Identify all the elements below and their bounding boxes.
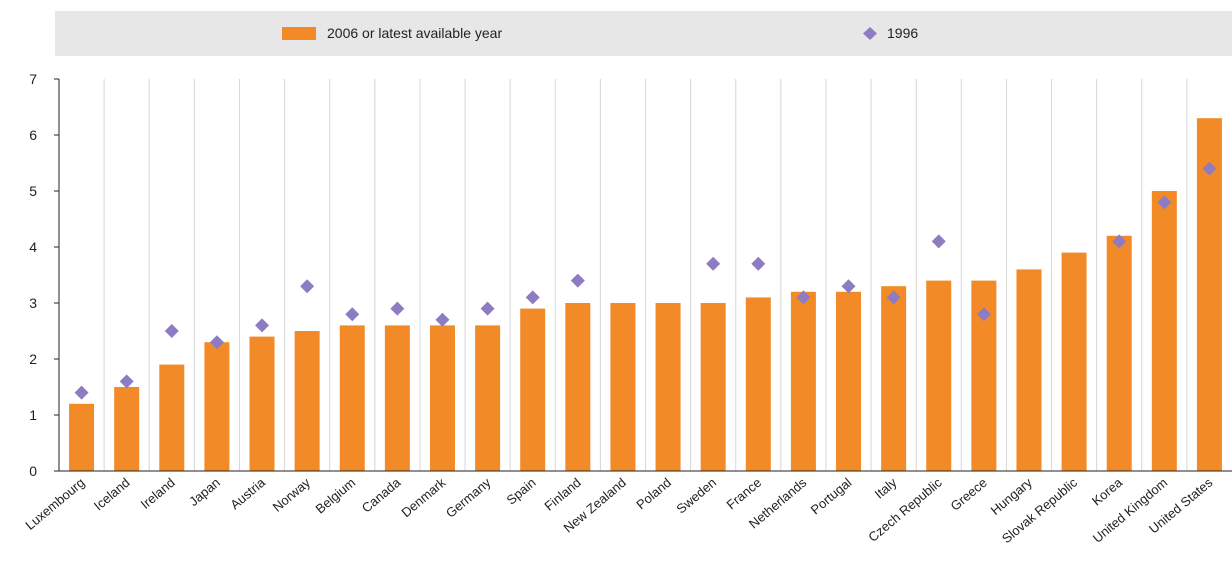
x-tick-label: Belgium bbox=[313, 475, 359, 517]
bar bbox=[114, 387, 140, 471]
x-tick-label: Sweden bbox=[673, 475, 719, 517]
marker-1996 bbox=[525, 290, 540, 305]
bar bbox=[836, 291, 862, 471]
bar bbox=[475, 325, 501, 471]
bar bbox=[384, 325, 410, 471]
marker-1996 bbox=[74, 385, 89, 400]
marker-1996 bbox=[1202, 161, 1217, 176]
x-tick-label: Slovak Republic bbox=[999, 474, 1080, 546]
legend: 2006 or latest available year 1996 bbox=[55, 11, 1232, 56]
x-tick-label: Iceland bbox=[91, 475, 133, 513]
y-tick-label: 0 bbox=[29, 463, 37, 479]
markers-1996 bbox=[74, 161, 1217, 400]
bar bbox=[790, 291, 816, 471]
bar bbox=[926, 280, 952, 471]
bar bbox=[159, 364, 185, 471]
bar bbox=[610, 303, 636, 471]
x-tick-label: Germany bbox=[443, 474, 494, 520]
marker-1996 bbox=[886, 290, 901, 305]
x-tick-label: Luxembourg bbox=[22, 475, 87, 533]
marker-1996 bbox=[706, 256, 721, 271]
x-tick-label: Norway bbox=[270, 474, 314, 514]
marker-1996 bbox=[1157, 195, 1172, 210]
bar bbox=[1106, 235, 1132, 471]
x-tick-label: Canada bbox=[359, 474, 404, 515]
marker-1996 bbox=[480, 301, 495, 316]
bar bbox=[339, 325, 365, 471]
x-tick-label: Austria bbox=[227, 474, 268, 512]
x-tick-label: Denmark bbox=[398, 474, 448, 520]
plot-area: 0 1 2 3 4 5 6 7 Luxembourg Iceland Ireland Japan Au… bbox=[22, 71, 1232, 546]
marker-1996 bbox=[435, 312, 450, 327]
marker-1996 bbox=[570, 273, 585, 288]
y-tick-label: 4 bbox=[29, 239, 37, 255]
legend-label-1996: 1996 bbox=[887, 25, 918, 41]
x-tick-label: Poland bbox=[633, 475, 674, 513]
bar bbox=[69, 403, 95, 471]
marker-1996 bbox=[209, 335, 224, 350]
bar bbox=[655, 303, 681, 471]
legend-background bbox=[55, 11, 1232, 56]
x-tick-label: Korea bbox=[1089, 474, 1126, 508]
bar bbox=[204, 342, 230, 471]
bar bbox=[700, 303, 726, 471]
x-tick-label: Greece bbox=[947, 475, 989, 514]
marker-1996 bbox=[841, 279, 856, 294]
x-tick-label: Ireland bbox=[138, 475, 178, 512]
x-tick-label: Japan bbox=[186, 475, 223, 509]
bar bbox=[1151, 191, 1177, 471]
y-tick-label: 1 bbox=[29, 407, 37, 423]
x-tick-label: Italy bbox=[872, 474, 900, 501]
marker-1996 bbox=[119, 374, 134, 389]
y-tick-label: 2 bbox=[29, 351, 37, 367]
x-tick-label: Spain bbox=[504, 475, 539, 508]
x-axis-labels: Luxembourg Iceland Ireland Japan Austria Norw… bbox=[22, 474, 1215, 546]
x-tick-label: France bbox=[724, 475, 765, 513]
bar bbox=[1061, 252, 1087, 471]
marker-1996 bbox=[255, 318, 270, 333]
legend-diamond-swatch bbox=[863, 27, 877, 40]
y-tick-label: 7 bbox=[29, 71, 37, 87]
marker-1996 bbox=[300, 279, 315, 294]
marker-1996 bbox=[345, 307, 360, 322]
bar bbox=[249, 336, 275, 471]
marker-1996 bbox=[796, 290, 811, 305]
bar bbox=[294, 331, 320, 471]
marker-1996 bbox=[164, 324, 179, 338]
bar bbox=[429, 325, 455, 471]
bar bbox=[520, 308, 546, 471]
marker-1996 bbox=[931, 234, 946, 249]
bar bbox=[881, 286, 907, 471]
marker-1996 bbox=[1112, 234, 1127, 249]
x-tick-label: Finland bbox=[541, 475, 583, 514]
y-axis-ticks: 0 1 2 3 4 5 6 7 bbox=[29, 71, 59, 479]
marker-1996 bbox=[390, 301, 405, 316]
legend-label-2006: 2006 or latest available year bbox=[327, 25, 502, 41]
legend-bar-swatch bbox=[282, 27, 316, 40]
vertical-gridlines bbox=[103, 79, 1188, 471]
y-tick-label: 5 bbox=[29, 183, 37, 199]
marker-1996 bbox=[976, 307, 991, 322]
y-tick-label: 3 bbox=[29, 295, 37, 311]
bar bbox=[565, 303, 591, 471]
bar bbox=[1196, 118, 1222, 471]
marker-1996 bbox=[751, 256, 766, 271]
bars bbox=[69, 118, 1222, 471]
bar bbox=[745, 297, 771, 471]
x-tick-label: Portugal bbox=[808, 475, 855, 518]
bar bbox=[1016, 269, 1042, 471]
y-tick-label: 6 bbox=[29, 127, 37, 143]
axes bbox=[58, 79, 1232, 472]
